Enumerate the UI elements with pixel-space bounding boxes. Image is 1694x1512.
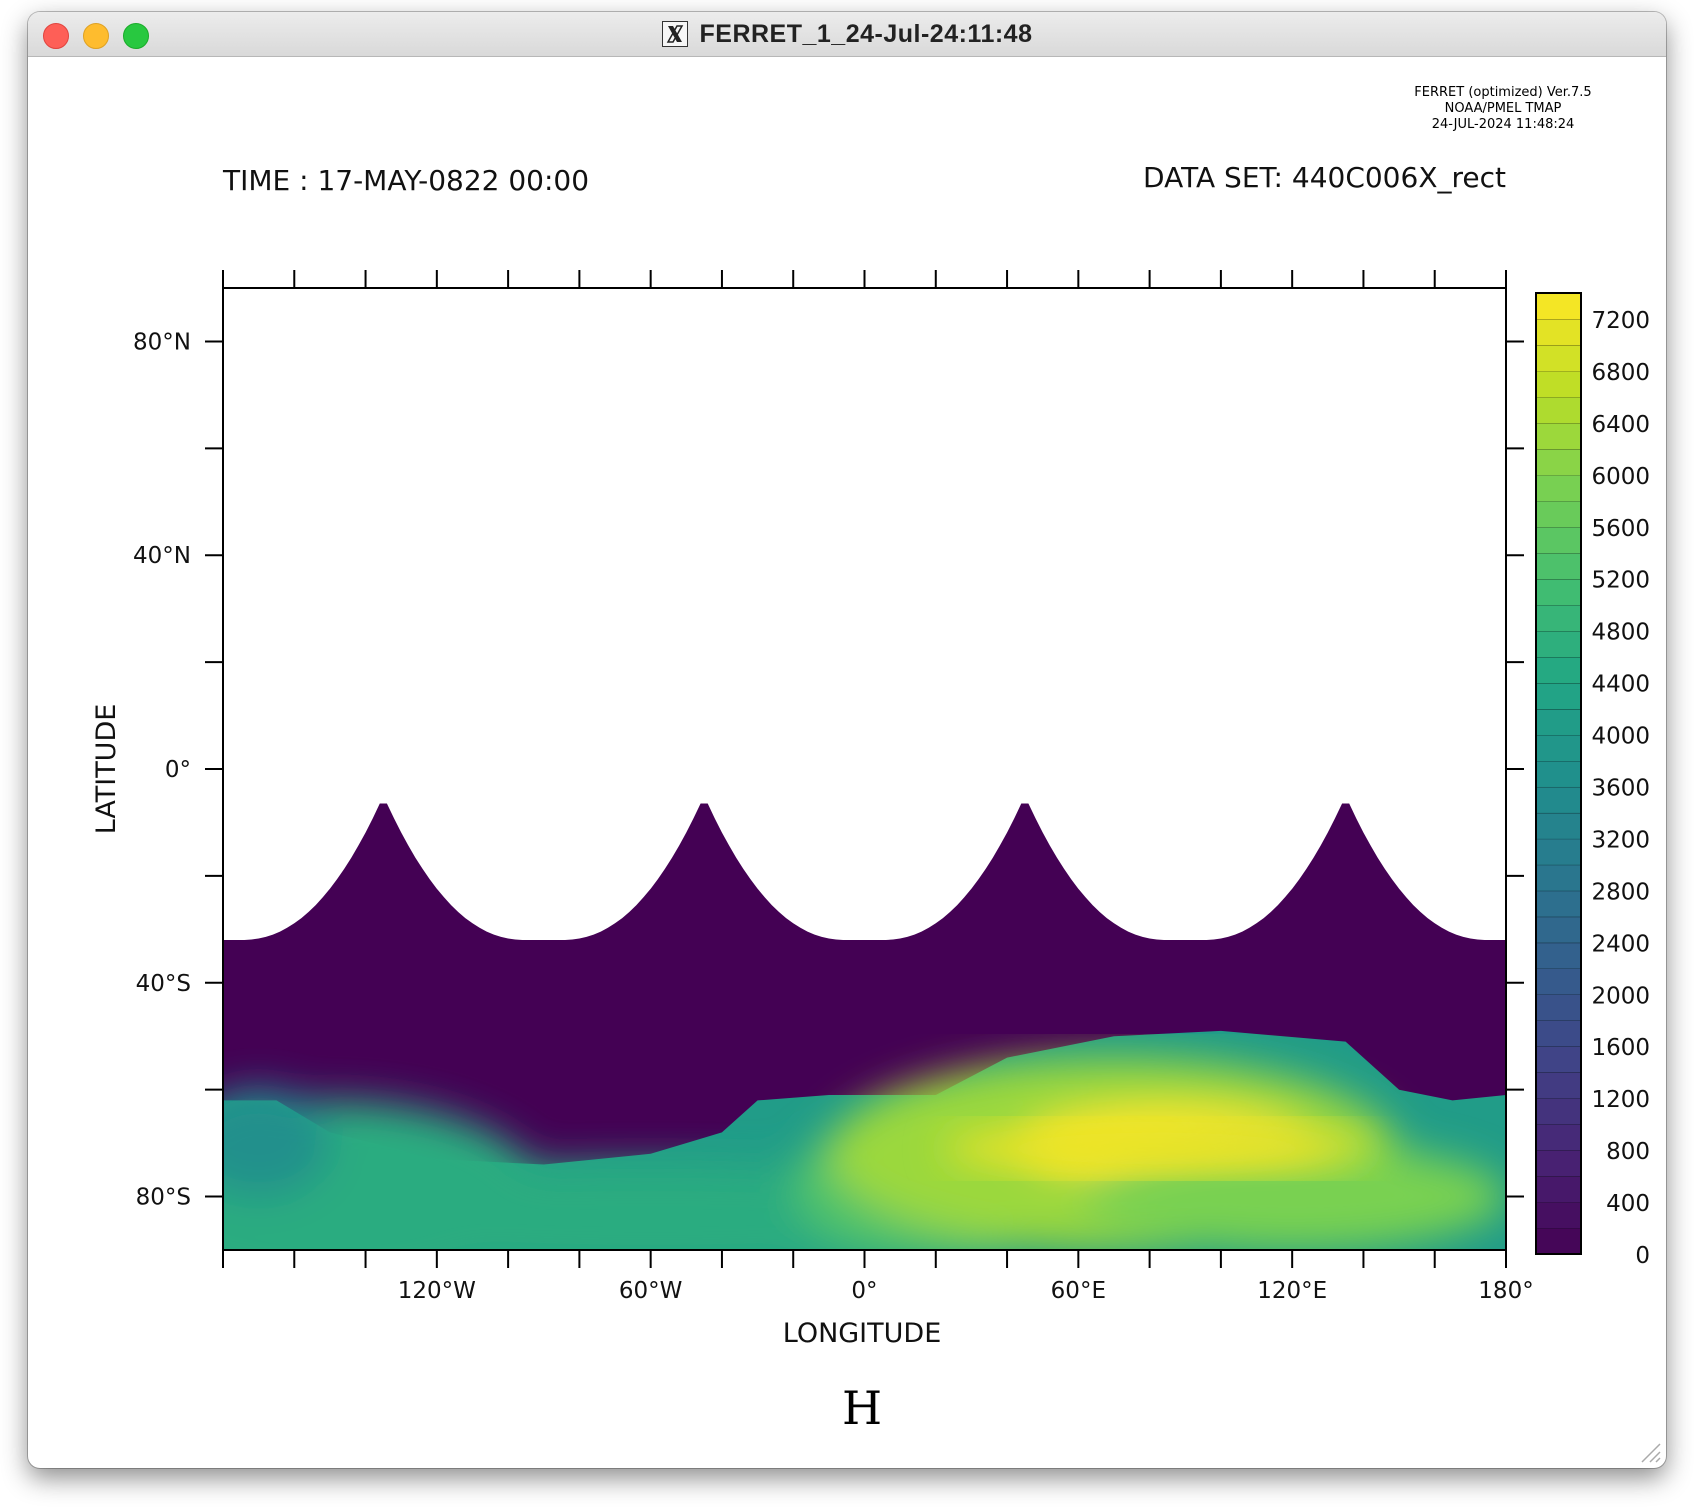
colorbar-tick-label: 5600	[1591, 516, 1650, 542]
colorbar	[1535, 292, 1582, 1255]
version-line-1: FERRET (optimized) Ver.7.5	[1414, 85, 1591, 100]
colorbar-swatch	[1536, 942, 1581, 969]
plot-area: FERRET (optimized) Ver.7.5 NOAA/PMEL TMA…	[28, 57, 1666, 1468]
colorbar-swatch	[1536, 396, 1581, 424]
colorbar-tick-label: 5200	[1591, 568, 1650, 594]
colorbar-swatch	[1536, 630, 1581, 658]
colorbar-swatch	[1536, 474, 1581, 502]
resize-grip-icon[interactable]	[1636, 1438, 1662, 1464]
y-tick-label: 80°S	[136, 1185, 191, 1211]
colorbar-swatch	[1536, 578, 1581, 606]
colorbar-swatch	[1536, 293, 1581, 320]
y-tick-label: 40°N	[133, 543, 191, 569]
axis-tick-labels: 120°W 60°W 0° 60°E 120°E 180° 80°N 40°N 0° 40°S 80…	[133, 329, 1534, 1304]
colorbar-swatch	[1536, 1020, 1581, 1047]
x11-icon	[661, 21, 688, 47]
colorbar-swatch	[1536, 1202, 1581, 1229]
colorbar-tick-label: 1200	[1591, 1087, 1650, 1113]
colorbar-swatch	[1536, 370, 1581, 398]
title-wrap: FERRET_1_24-Jul-24:11:48	[28, 12, 1666, 56]
colorbar-swatch	[1536, 1150, 1581, 1177]
colorbar-swatch	[1536, 318, 1581, 346]
colorbar-swatch	[1536, 734, 1581, 762]
colorbar-swatch	[1536, 708, 1581, 736]
colorbar-swatch	[1536, 1072, 1581, 1099]
colorbar-swatch	[1536, 552, 1581, 580]
time-label: TIME : 17-MAY-0822 00:00	[222, 164, 589, 197]
colorbar-tick-label: 6000	[1591, 464, 1650, 490]
colorbar-tick-label: 400	[1606, 1191, 1650, 1217]
ice-max-core	[942, 1121, 1371, 1176]
colorbar-swatch	[1536, 1124, 1581, 1151]
version-line-3: 24-JUL-2024 11:48:24	[1432, 117, 1575, 132]
colorbar-tick-label: 2000	[1591, 983, 1650, 1009]
colorbar-tick-label: 800	[1606, 1139, 1650, 1165]
colorbar-swatch	[1536, 760, 1581, 787]
y-tick-label: 40°S	[136, 971, 191, 997]
colorbar-swatch	[1536, 1176, 1581, 1203]
colorbar-swatch	[1536, 968, 1581, 995]
colorbar-swatch	[1536, 422, 1581, 450]
dataset-label: DATA SET: 440C006X_rect	[1143, 161, 1506, 194]
x-tick-label: 180°	[1478, 1278, 1533, 1304]
close-button[interactable]	[43, 23, 69, 49]
x-tick-label: 120°E	[1257, 1278, 1327, 1304]
ice-high-blob	[223, 1089, 330, 1197]
colorbar-swatch	[1536, 890, 1581, 917]
colorbar-tick-label: 4000	[1591, 724, 1650, 750]
colorbar-swatch	[1536, 500, 1581, 528]
colorbar-swatch	[1536, 864, 1581, 891]
plot-svg: FERRET (optimized) Ver.7.5 NOAA/PMEL TMA…	[91, 85, 1650, 1435]
colorbar-tick-label: 7200	[1591, 308, 1650, 334]
heatmap-field	[223, 803, 1506, 1250]
colorbar-frame	[1535, 292, 1582, 1255]
colorbar-swatch	[1536, 656, 1581, 684]
colorbar-swatch	[1536, 1046, 1581, 1073]
colorbar-swatch	[1536, 682, 1581, 710]
title-bar[interactable]: FERRET_1_24-Jul-24:11:48	[28, 12, 1666, 57]
colorbar-swatch	[1536, 812, 1581, 839]
x-tick-label: 60°E	[1051, 1278, 1106, 1304]
colorbar-tick-label: 6800	[1591, 360, 1650, 386]
colorbar-tick-label: 0	[1635, 1243, 1650, 1269]
colorbar-tick-label: 1600	[1591, 1035, 1650, 1061]
y-axis-label: LATITUDE	[91, 704, 122, 835]
colorbar-swatch	[1536, 916, 1581, 943]
colorbar-swatch	[1536, 448, 1581, 476]
colorbar-tick-label: 2400	[1591, 931, 1650, 957]
colorbar-swatch	[1536, 1228, 1581, 1255]
x-axis-label: LONGITUDE	[783, 1318, 942, 1349]
colorbar-swatch	[1536, 786, 1581, 813]
colorbar-tick-label: 2800	[1591, 879, 1650, 905]
colorbar-swatch	[1536, 526, 1581, 554]
y-tick-label: 0°	[165, 757, 191, 783]
colorbar-swatch	[1536, 604, 1581, 632]
colorbar-tick-label: 3200	[1591, 827, 1650, 853]
colorbar-tick-label: 4800	[1591, 620, 1650, 646]
colorbar-tick-label: 4400	[1591, 672, 1650, 698]
colorbar-tick-label: 3600	[1591, 775, 1650, 801]
ferret-window: FERRET_1_24-Jul-24:11:48 FERRET (optimiz…	[28, 12, 1666, 1468]
x-tick-label: 0°	[851, 1278, 877, 1304]
x-tick-label: 60°W	[619, 1278, 683, 1304]
variable-label: H	[842, 1381, 882, 1435]
window-title: FERRET_1_24-Jul-24:11:48	[699, 19, 1033, 48]
colorbar-swatch	[1536, 1098, 1581, 1125]
colorbar-labels: 0 400 800 1200 1600 2000 2400 2800 3200 3600 4000 4…	[1591, 308, 1650, 1269]
colorbar-swatch	[1536, 344, 1581, 372]
minimize-button[interactable]	[83, 23, 109, 49]
zoom-button[interactable]	[123, 23, 149, 49]
version-line-2: NOAA/PMEL TMAP	[1445, 101, 1562, 116]
axis-ticks	[205, 270, 1524, 1268]
colorbar-swatch	[1536, 838, 1581, 865]
colorbar-swatch	[1536, 994, 1581, 1021]
x-tick-label: 120°W	[398, 1278, 476, 1304]
colorbar-tick-label: 6400	[1591, 412, 1650, 438]
y-tick-label: 80°N	[133, 329, 191, 355]
